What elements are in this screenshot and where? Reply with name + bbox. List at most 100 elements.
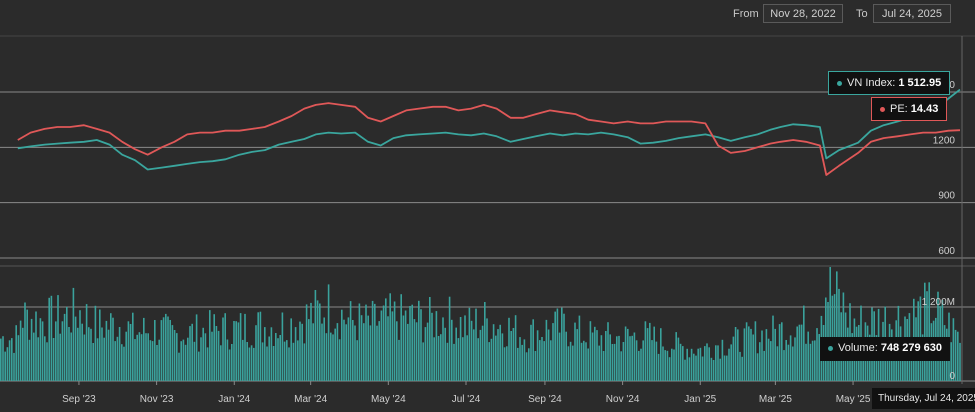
volume-bar [0,338,2,381]
volume-bar [816,328,818,381]
volume-bar [418,300,420,381]
volume-bar [924,282,926,381]
volume-bar [466,335,468,381]
from-date-input[interactable]: Nov 28, 2022 [763,4,843,23]
volume-bar [259,311,262,381]
volume-bar [110,313,112,381]
volume-bar [741,356,743,381]
volume-bar [129,324,132,381]
y-tick-label-900: 900 [938,191,955,202]
volume-bar [336,323,339,381]
volume-bar [598,345,600,381]
volume-bar [574,322,576,381]
volume-bar [409,306,411,381]
volume-bar [209,310,211,381]
volume-bar [305,304,308,381]
volume-bar [492,324,495,381]
volume-bar [479,329,482,381]
volume-bar [739,351,741,381]
volume-bar [354,325,356,381]
volume-bar [521,344,523,381]
volume-bar [959,342,961,381]
volume-bar [657,353,660,381]
volume-bar [385,298,387,381]
volume-bar [954,329,957,381]
volume-bar [28,339,31,381]
volume-bar [319,303,321,381]
volume-bar [686,348,688,381]
volume-bar [90,328,92,381]
volume-bar [233,321,235,381]
pe-line [17,102,961,176]
volume-bar [536,330,539,381]
volume-bar [952,318,955,381]
y-tick-label-600: 600 [938,246,955,257]
volume-bar [127,321,130,381]
volume-bar [202,327,204,381]
volume-bar [143,317,145,381]
volume-tooltip-value: 748 279 630 [880,342,942,354]
volume-bar [805,343,807,381]
volume-bar [200,337,202,381]
volume-bar [462,337,464,381]
volume-bar [554,311,556,381]
volume-bar [118,327,121,381]
volume-bar [699,347,702,381]
volume-bar [365,304,367,381]
volume-bar [448,296,451,381]
volume-bar [486,318,488,381]
volume-bar [750,328,752,381]
price-lines [17,88,961,176]
volume-bar [706,343,708,381]
volume-bar [334,328,336,381]
volume-bar [497,329,499,381]
x-tick-label: Mar '24 [294,394,327,405]
to-date-input[interactable]: Jul 24, 2025 [873,4,951,23]
volume-bar [433,337,435,381]
volume-bar [123,346,125,381]
volume-bar [360,315,363,381]
volume-bar [39,318,42,381]
volume-bar [682,346,684,381]
volume-bar [215,326,218,381]
volume-bar [552,323,554,381]
volume-bar [165,313,167,381]
volume-bar [794,337,796,381]
volume-bar [171,325,174,381]
volume-bar [88,327,90,381]
vnindex-tooltip: VN Index: 1 512.95 [828,71,951,95]
volume-bar [264,327,266,381]
volume-bar [902,341,904,381]
volume-bar [66,306,68,381]
volume-bar [607,322,609,381]
volume-bar [407,323,409,381]
volume-bar [655,341,658,381]
volume-bar [94,305,97,381]
volume-bar [103,337,105,381]
volume-bar [495,335,497,381]
volume-bar [294,327,297,381]
volume-bar [600,335,603,381]
volume-bar [589,321,592,381]
volume-bar [611,344,614,381]
pe-tooltip-label: PE: [890,103,908,115]
volume-bar [272,346,275,381]
volume-bar [68,327,70,381]
date-range-bar: From Nov 28, 2022 To Jul 24, 2025 [0,0,975,30]
volume-bar [457,338,460,381]
volume-bar [301,323,303,381]
volume-bar [217,330,220,381]
x-tick-label: Jul '24 [452,394,481,405]
volume-bar [162,317,165,381]
volume-bar [545,319,548,381]
volume-bar [235,321,237,381]
price-grid [0,91,975,259]
x-tick-label: Nov '23 [140,394,174,405]
volume-bar [288,347,290,381]
volume-bar [393,301,396,381]
volume-bar [442,317,444,381]
volume-bar [187,337,189,381]
x-tick-label: Jan '24 [218,394,250,405]
volume-bar [134,339,136,381]
volume-bar [561,307,563,381]
